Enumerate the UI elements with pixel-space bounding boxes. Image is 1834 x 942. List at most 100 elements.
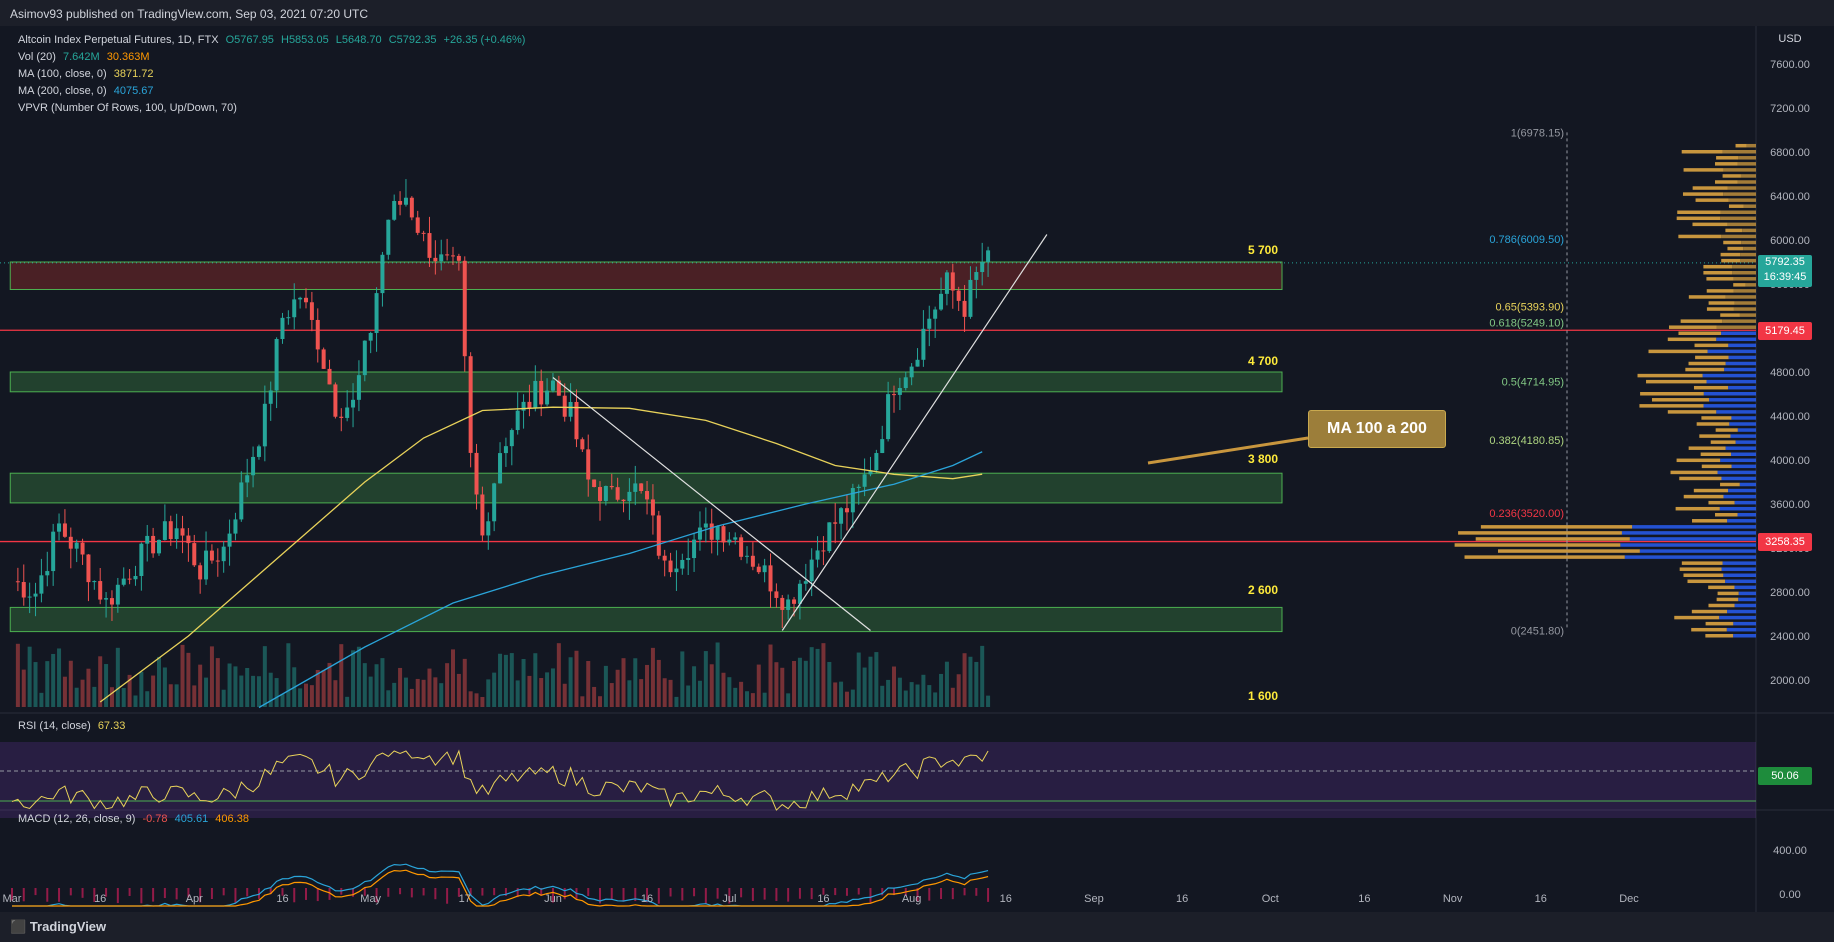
- volume-profile-bar: [1740, 258, 1756, 263]
- volume-bar: [592, 686, 597, 707]
- volume-bar: [515, 680, 520, 707]
- time-axis-label: Dec: [1619, 893, 1639, 905]
- candle-body: [127, 578, 132, 580]
- candle-body: [933, 309, 938, 319]
- macd-histogram-bar: [434, 888, 437, 900]
- volume-profile-bar: [1691, 609, 1728, 614]
- macd-legend[interactable]: MACD (12, 26, close, 9) -0.78 405.61 406…: [18, 813, 249, 825]
- volume-profile-bar: [1723, 494, 1756, 499]
- candle-body: [21, 582, 26, 598]
- candle-body: [539, 380, 544, 405]
- volume-bar: [33, 662, 38, 707]
- volume-profile-bar: [1722, 319, 1756, 323]
- macd-histogram-bar: [246, 888, 249, 897]
- macd-histogram-bar: [987, 888, 990, 902]
- rsi-legend[interactable]: RSI (14, close) 67.33: [18, 720, 125, 732]
- macd-histogram-bar: [269, 888, 272, 895]
- volume-bar: [209, 646, 214, 707]
- ma100-legend[interactable]: MA (100, close, 0) 3871.72: [18, 68, 153, 80]
- volume-bar: [915, 684, 920, 707]
- last-price: 5792.35: [1765, 256, 1805, 268]
- volume-value-b: 30.363M: [106, 51, 150, 63]
- ascending-trendline: [781, 234, 1048, 631]
- volume-profile-bar: [1708, 603, 1735, 608]
- volume-profile-bar: [1464, 555, 1625, 559]
- candle-body: [627, 491, 632, 502]
- support-zone: [9, 261, 1283, 290]
- volume-bar: [498, 653, 503, 707]
- candle-body: [621, 499, 626, 502]
- volume-profile-bar: [1738, 156, 1756, 160]
- fib-label-f0: 0(2451.80): [1511, 625, 1564, 637]
- macd-histogram-bar: [175, 888, 178, 900]
- volume-bar: [503, 654, 508, 707]
- time-axis-label: Jun: [544, 893, 562, 905]
- time-axis-label: 16: [94, 893, 106, 905]
- candle-body: [45, 571, 50, 576]
- macd-histogram-bar: [728, 888, 731, 904]
- candle-body: [609, 485, 614, 488]
- time-axis-label: 16: [817, 893, 829, 905]
- volume-profile-bar: [1688, 446, 1726, 450]
- volume-profile-bar: [1730, 434, 1756, 438]
- volume-bar: [162, 667, 167, 707]
- volume-bar: [468, 691, 473, 707]
- candle-body: [850, 488, 855, 513]
- volume-profile-bar: [1715, 180, 1738, 184]
- rsi-label: RSI (14, close): [18, 720, 91, 732]
- vpvr-legend[interactable]: VPVR (Number Of Rows, 100, Up/Down, 70): [18, 102, 237, 114]
- volume-bar: [421, 679, 426, 707]
- candle-body: [15, 581, 20, 583]
- candle-body: [462, 260, 467, 357]
- volume-profile-bar: [1454, 543, 1621, 547]
- volume-bar: [927, 685, 932, 707]
- candle-body: [580, 439, 585, 450]
- volume-profile-bar: [1497, 549, 1640, 553]
- volume-profile-bar: [1738, 591, 1756, 596]
- volume-bar: [509, 653, 514, 707]
- volume-bar: [803, 660, 808, 707]
- vpvr-label: VPVR (Number Of Rows, 100, Up/Down, 70): [18, 102, 237, 114]
- volume-bar: [309, 685, 314, 707]
- volume-profile-bar: [1716, 337, 1756, 342]
- candle-body: [57, 523, 62, 532]
- volume-bar: [204, 677, 209, 707]
- volume-bar: [268, 672, 273, 707]
- price-chart[interactable]: 1(6978.15) 0.786(6009.50) 0.65(5393.90) 0.6…: [0, 26, 1834, 912]
- volume-legend[interactable]: Vol (20) 7.642M 30.363M: [18, 51, 150, 63]
- macd-axis-tick: 0.00: [1779, 889, 1800, 901]
- candle-body: [492, 483, 497, 522]
- volume-profile-bar: [1703, 404, 1756, 408]
- macd-axis-tick: 400.00: [1773, 845, 1807, 857]
- volume-bar: [239, 675, 244, 707]
- candle-body: [986, 250, 991, 263]
- macd-histogram-bar: [11, 888, 13, 901]
- volume-bar: [221, 689, 226, 707]
- volume-bar: [562, 683, 567, 707]
- volume-bar: [174, 684, 179, 707]
- candle-body: [386, 219, 391, 255]
- volume-bar: [586, 661, 591, 707]
- volume-profile-bar: [1648, 349, 1708, 354]
- volume-profile-bar: [1688, 295, 1726, 299]
- candle-body: [915, 359, 920, 367]
- candle-body: [451, 255, 455, 257]
- ma200-legend[interactable]: MA (200, close, 0) 4075.67: [18, 85, 153, 97]
- candle-body: [545, 390, 550, 405]
- candle-body: [598, 487, 602, 501]
- candle-body: [227, 533, 232, 547]
- time-axis-label: May: [360, 893, 381, 905]
- candle-body: [509, 430, 514, 447]
- candle-body: [515, 410, 520, 431]
- zone-label-3800: 3 800: [1248, 452, 1279, 466]
- volume-profile-bar: [1728, 343, 1756, 348]
- volume-bar: [374, 664, 379, 707]
- candle-body: [762, 565, 767, 573]
- volume-profile-bar: [1621, 531, 1756, 535]
- volume-bar: [668, 679, 673, 707]
- volume-value-a: 7.642M: [62, 51, 100, 63]
- candle-body: [527, 401, 532, 409]
- volume-profile-bar: [1716, 597, 1739, 602]
- volume-bar: [427, 668, 432, 707]
- macd-histogram-bar: [563, 888, 566, 900]
